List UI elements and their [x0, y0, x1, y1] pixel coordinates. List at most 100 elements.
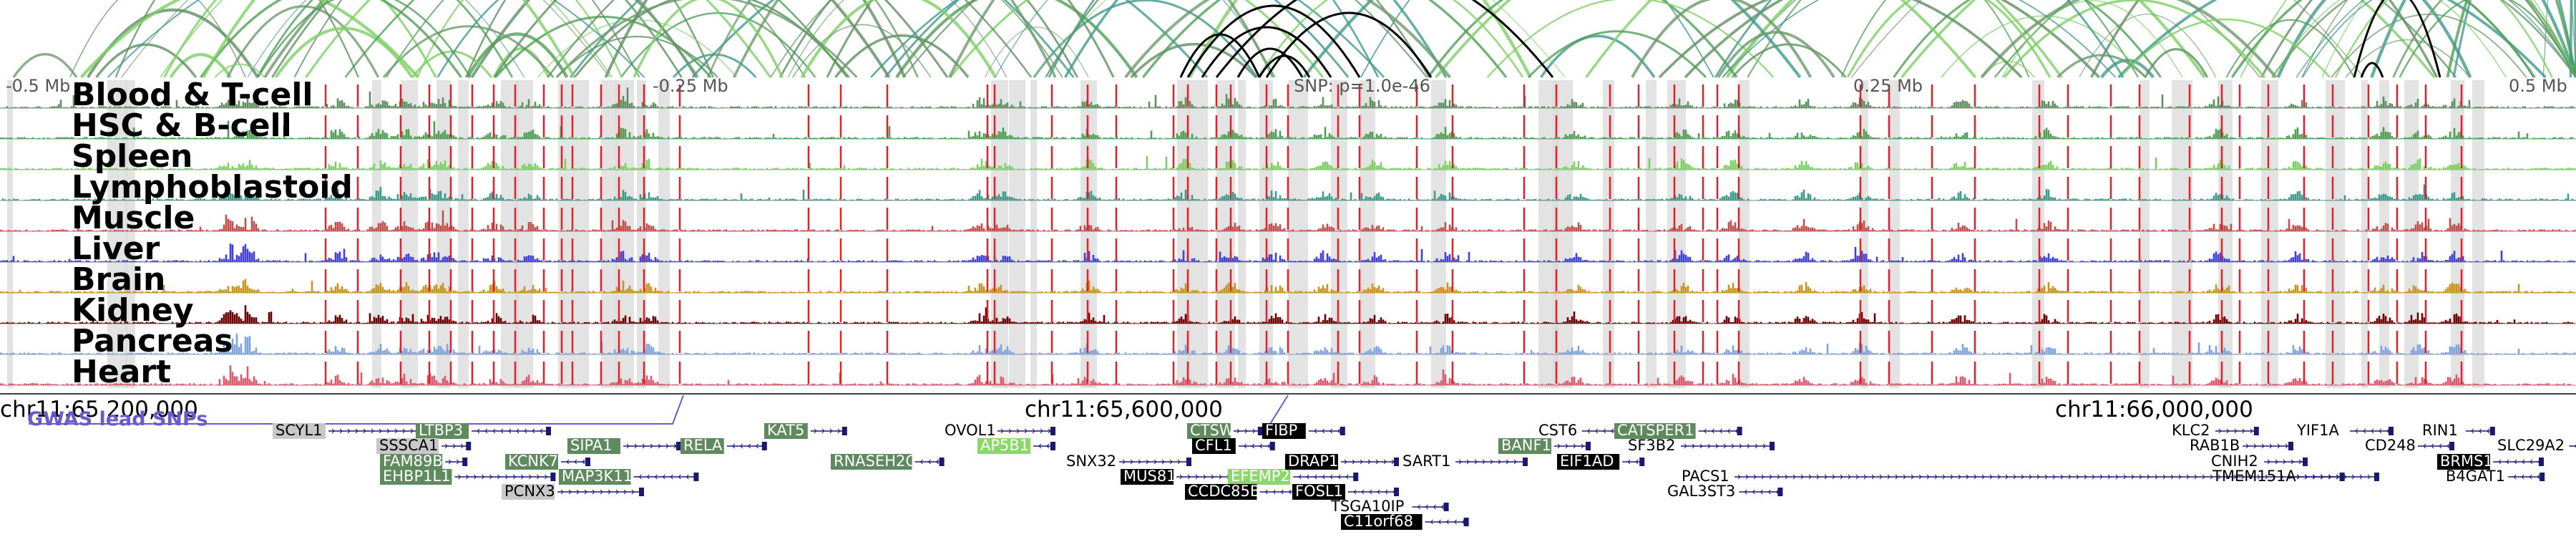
highlight-band — [1288, 80, 1308, 388]
gene-name: OVOL1 — [945, 422, 996, 439]
gene-strand-arrow — [1280, 489, 1284, 495]
gene-strand-arrow — [2147, 474, 2150, 480]
gene-strand-arrow — [1314, 474, 1317, 480]
ruler-tick-neg-quarter: -0.25 Mb — [653, 76, 728, 96]
gene-strand-arrow — [1745, 474, 1749, 480]
gene-strand-arrow — [2275, 459, 2278, 465]
gwas-lead-snps-label: GWAS lead SNPs — [27, 408, 208, 430]
gene-strand-arrow — [2351, 474, 2355, 480]
gene-strand-arrow — [516, 428, 519, 434]
signal-2 — [0, 155, 2576, 170]
gene-exon — [2303, 458, 2308, 466]
gene-rela: RELA — [680, 437, 767, 454]
gene-strand-arrow — [2355, 428, 2358, 434]
gene-strand-arrow — [1252, 443, 1255, 449]
interaction-arc — [691, 0, 1209, 79]
interaction-arc — [1840, 0, 2030, 78]
gene-strand-arrow — [1767, 489, 1771, 495]
gene-label-box — [1262, 423, 1306, 439]
interaction-arc — [2452, 0, 2576, 78]
gene-label-box — [273, 423, 326, 439]
gene-strand-arrow — [2060, 474, 2064, 480]
interaction-arc — [257, 0, 472, 78]
gene-strand-arrow — [492, 428, 496, 434]
gene-strand-arrow — [2068, 474, 2072, 480]
gene-label-box — [1557, 454, 1620, 470]
gene-strand-arrow — [1000, 428, 1004, 434]
gene-c11orf68: C11orf68 — [1341, 513, 1469, 530]
highlight-band — [2472, 80, 2484, 388]
gene-strand-arrow — [1024, 428, 1028, 434]
gene-strand-arrow — [1377, 489, 1380, 495]
gene-fosl1: FOSL1 — [1292, 483, 1399, 500]
gene-exon — [2540, 473, 2545, 481]
signal-4 — [0, 210, 2576, 232]
gene-name: GAL3ST3 — [1667, 483, 1735, 500]
gene-label-box — [502, 484, 555, 500]
gene-strand-arrow — [2162, 474, 2166, 480]
track-label-brain: Brain — [72, 261, 165, 298]
gene-strand-arrow — [1762, 443, 1766, 449]
interaction-arc — [1717, 31, 1835, 79]
interaction-arc — [2334, 0, 2553, 78]
interaction-arc-significant — [1201, 26, 1332, 78]
highlight-band — [401, 80, 418, 388]
gene-kcnk7: KCNK7 — [505, 453, 590, 470]
gene-strand-arrow — [532, 428, 535, 434]
interaction-arc — [792, 24, 932, 78]
gene-strand-arrow — [1635, 459, 1639, 465]
highlight-band — [2218, 80, 2233, 388]
gene-strand-arrow — [2202, 474, 2205, 480]
interaction-arc — [416, 0, 623, 78]
gene-name: SART1 — [1402, 453, 1450, 470]
track-label-spleen: Spleen — [72, 138, 192, 175]
gene-name: RIN1 — [2422, 422, 2458, 439]
gene-strand-arrow — [484, 428, 488, 434]
gene-name: PACS1 — [1682, 468, 1729, 485]
gene-strand-arrow — [1703, 428, 1707, 434]
interaction-arc — [1033, 0, 1259, 78]
interaction-arc — [1130, 42, 1257, 79]
gene-strand-arrow — [927, 459, 931, 465]
gene-strand-arrow — [740, 443, 743, 449]
gene-label-box — [831, 454, 912, 470]
gene-strand-arrow — [1344, 459, 1347, 465]
gene-strand-arrow — [2336, 474, 2340, 480]
gene-strand-arrow — [2280, 474, 2284, 480]
interaction-arc — [1048, 0, 1380, 78]
highlight-band — [1238, 80, 1246, 388]
gene-exon — [1777, 488, 1783, 496]
gene-label-box — [505, 454, 558, 470]
gene-banf1: BANF1 — [1498, 437, 1591, 454]
gene-sart1: SART1 — [1402, 453, 1528, 470]
gene-label-box — [1341, 514, 1423, 530]
gene-exon — [1050, 442, 1055, 450]
gene-strand-arrow — [1445, 519, 1449, 525]
highlight-band — [2379, 80, 2389, 388]
track-label-hsc: HSC & B-cell — [72, 107, 292, 144]
track-label-lymphoblastoid: Lymphoblastoid — [72, 169, 353, 205]
interaction-arc — [382, 25, 555, 78]
gene-strand-arrow — [2253, 443, 2257, 449]
gene-strand-arrow — [1958, 474, 1961, 480]
gene-strand-arrow — [2328, 474, 2332, 480]
interaction-arc — [995, 0, 1276, 78]
gene-label-box — [977, 438, 1030, 454]
gene-strand-arrow — [1744, 489, 1747, 495]
gene-strand-arrow — [1715, 443, 1719, 449]
interaction-arc — [2079, 14, 2217, 78]
gene-label-box — [1292, 484, 1345, 500]
gene-strand-arrow — [1611, 428, 1614, 434]
interaction-arc — [1486, 0, 1775, 78]
ruler-tick-pos-half: 0.5 Mb — [2509, 76, 2567, 96]
gene-strand-arrow — [1777, 474, 1780, 480]
interaction-arc — [493, 0, 949, 78]
gene-strand-arrow — [1385, 489, 1388, 495]
interaction-arc-significant — [2353, 0, 2441, 78]
gene-strand-arrow — [1490, 459, 1493, 465]
gene-strand-arrow — [935, 459, 939, 465]
gene-strand-arrow — [386, 428, 390, 434]
gene-strand-arrow — [2471, 428, 2474, 434]
highlight-band — [991, 80, 1008, 388]
gene-strand-arrow — [1032, 428, 1035, 434]
